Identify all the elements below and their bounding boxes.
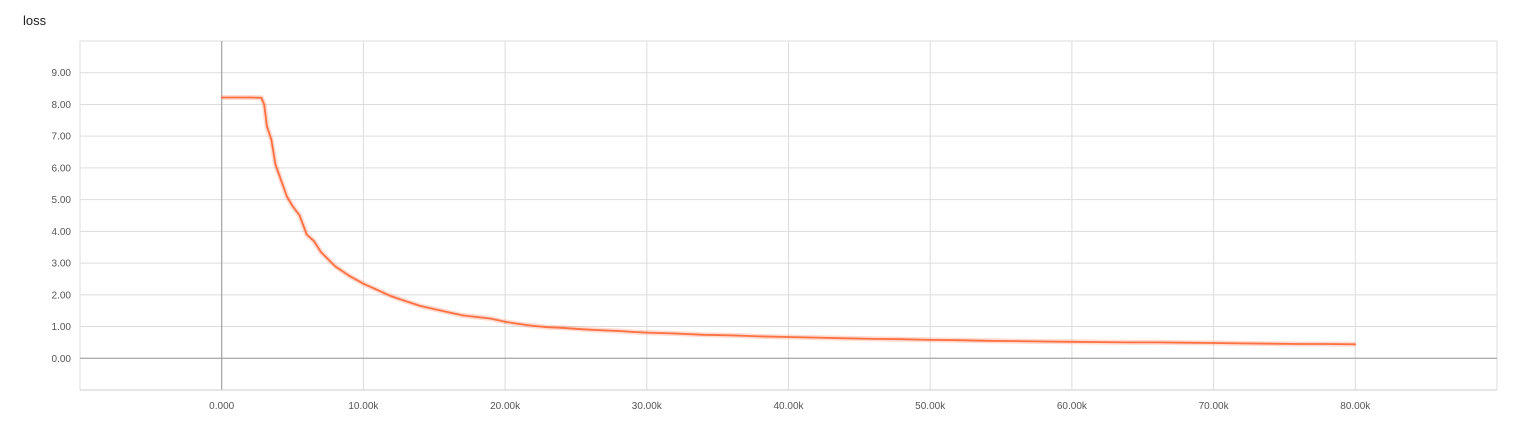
data-point [299, 215, 301, 217]
x-tick-label: 0.000 [209, 401, 234, 412]
x-tick-label: 50.00k [915, 401, 946, 412]
data-point [1128, 342, 1130, 344]
y-tick-label: 5.00 [52, 195, 72, 206]
x-tick-label: 80.00k [1340, 401, 1371, 412]
data-point [1071, 341, 1073, 343]
data-point [504, 321, 506, 323]
data-point [377, 289, 379, 291]
data-point [674, 333, 676, 335]
data-point [632, 331, 634, 333]
data-point [348, 275, 350, 277]
data-point [286, 196, 288, 198]
data-point [221, 97, 223, 99]
data-point [958, 339, 960, 341]
data-point [1156, 342, 1158, 344]
x-tick-label: 70.00k [1199, 401, 1230, 412]
data-point [320, 251, 322, 253]
data-point [901, 338, 903, 340]
data-point [490, 318, 492, 320]
data-point [703, 334, 705, 336]
data-point [873, 338, 875, 340]
data-point [533, 325, 535, 327]
data-point [731, 335, 733, 337]
data-point [1269, 343, 1271, 345]
data-point [433, 308, 435, 310]
data-point [306, 234, 308, 236]
data-point [547, 326, 549, 328]
data-point [448, 311, 450, 313]
data-point [618, 330, 620, 332]
data-point [419, 305, 421, 307]
data-point [603, 329, 605, 331]
data-point [929, 339, 931, 341]
data-point [270, 138, 272, 140]
data-point [1241, 342, 1243, 344]
data-point [275, 164, 277, 166]
data-point [589, 329, 591, 331]
data-point [518, 323, 520, 325]
data-point [266, 126, 268, 128]
data-point [1298, 343, 1300, 345]
data-point [405, 300, 407, 302]
data-point [1354, 343, 1356, 345]
data-point [1014, 340, 1016, 342]
data-point [646, 332, 648, 334]
data-point [334, 265, 336, 267]
y-tick-label: 2.00 [52, 290, 72, 301]
data-point [986, 340, 988, 342]
data-point [1043, 341, 1045, 343]
y-tick-label: 1.00 [52, 322, 72, 333]
data-point [462, 315, 464, 317]
x-tick-label: 60.00k [1057, 401, 1088, 412]
data-point [1099, 341, 1101, 343]
data-point [263, 104, 265, 106]
data-point [575, 328, 577, 330]
data-point [249, 97, 251, 99]
data-point [844, 337, 846, 339]
data-point [1213, 342, 1215, 344]
x-tick-label: 10.00k [348, 401, 379, 412]
x-tick-label: 40.00k [773, 401, 804, 412]
y-tick-label: 3.00 [52, 259, 72, 270]
data-point [280, 180, 282, 182]
x-tick-label: 20.00k [490, 401, 521, 412]
x-tick-label: 30.00k [632, 401, 663, 412]
data-point [292, 205, 294, 207]
data-point [476, 316, 478, 318]
y-tick-label: 8.00 [52, 100, 72, 111]
data-point [391, 296, 393, 298]
tick-label-layer: 0.000 10.00k 20.00k 30.00k 40.00k 50.00k 60.00… [52, 68, 1372, 412]
data-point [235, 97, 237, 99]
y-tick-label: 4.00 [52, 227, 72, 238]
data-point [816, 337, 818, 339]
data-point [561, 327, 563, 329]
data-point [1184, 342, 1186, 344]
y-tick-label: 0.00 [52, 354, 72, 365]
data-point [313, 240, 315, 242]
y-tick-label: 6.00 [52, 163, 72, 174]
data-point [1326, 343, 1328, 345]
y-tick-label: 9.00 [52, 68, 72, 79]
data-point [759, 335, 761, 337]
y-tick-label: 7.00 [52, 132, 72, 143]
data-point [363, 283, 365, 285]
data-point [788, 336, 790, 338]
data-point [260, 97, 262, 99]
